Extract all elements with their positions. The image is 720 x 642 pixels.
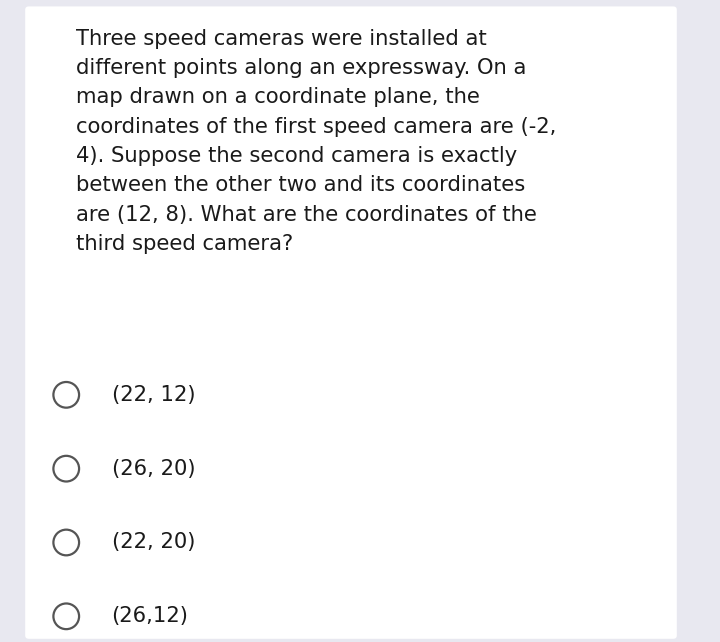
Text: (22, 12): (22, 12)	[112, 385, 195, 405]
Text: (22, 20): (22, 20)	[112, 532, 195, 553]
FancyBboxPatch shape	[25, 6, 677, 639]
Text: (26,12): (26,12)	[112, 606, 189, 627]
Text: (26, 20): (26, 20)	[112, 458, 195, 479]
Text: Three speed cameras were installed at
different points along an expressway. On a: Three speed cameras were installed at di…	[76, 29, 556, 254]
